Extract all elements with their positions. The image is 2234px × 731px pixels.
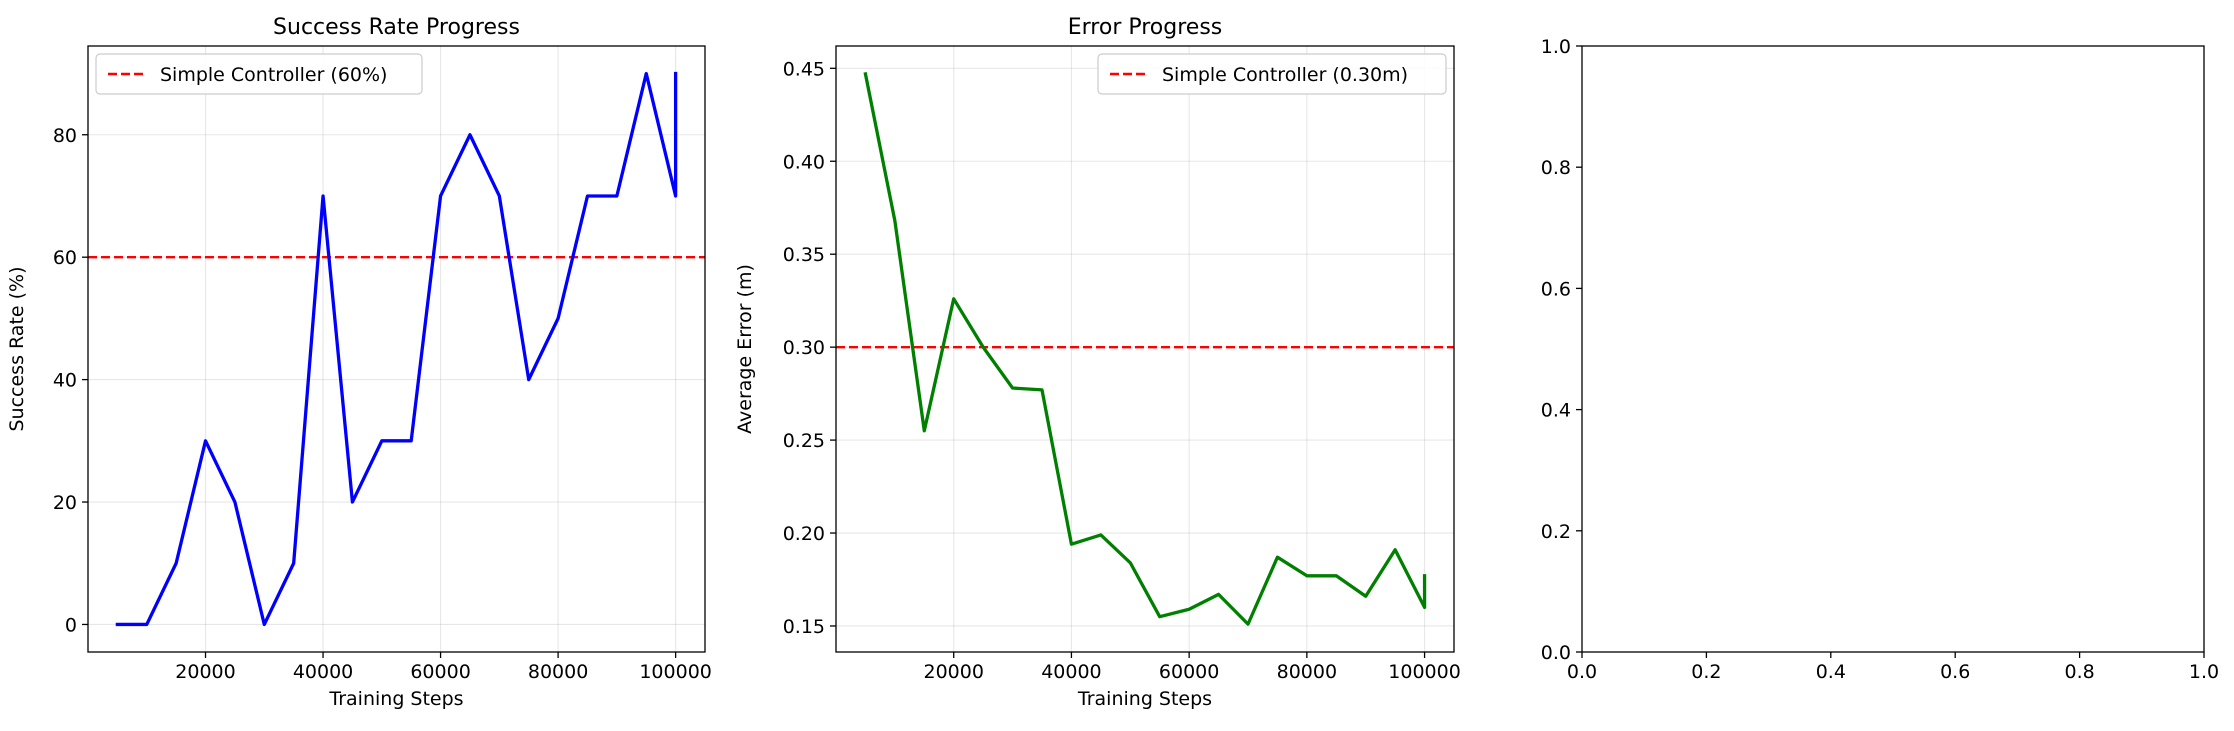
y-tick-label: 0.20: [783, 523, 825, 545]
legend-label: Simple Controller (0.30m): [1162, 64, 1408, 86]
x-tick-label: 60000: [1159, 661, 1219, 683]
x-axis-label: Training Steps: [328, 688, 463, 710]
y-tick-label: 40: [53, 370, 77, 392]
x-tick-label: 1.0: [2189, 661, 2219, 683]
y-tick-label: 60: [53, 247, 77, 269]
legend: Simple Controller (60%): [95, 53, 423, 95]
series-line: [863, 71, 1427, 626]
y-tick-label: 0.6: [1541, 278, 1571, 300]
chart-panel-3: 0.0 0.2 0.4 0.6 0.8 1.0 0.0 0.2 0.4 0.6 0.8 1.0: [1541, 36, 2219, 683]
series-line: [115, 71, 678, 627]
y-axis-label: Success Rate (%): [6, 266, 28, 431]
y-tick-label: 0.4: [1541, 400, 1571, 422]
chart-panel-2: 20000 40000 60000 80000 100000 0.15 0.20 0.25 0.…: [734, 15, 1461, 710]
y-tick-label: 0.8: [1541, 157, 1571, 179]
x-tick-label: 40000: [1041, 661, 1101, 683]
chart-title: Success Rate Progress: [273, 15, 520, 40]
legend-box: [95, 53, 423, 95]
x-tick-label: 80000: [528, 661, 588, 683]
legend-box: [1097, 53, 1447, 95]
y-axis-label: Average Error (m): [734, 264, 756, 434]
x-tick-label: 0.0: [1567, 661, 1597, 683]
x-axis-label: Training Steps: [1077, 688, 1212, 710]
chart-panel-1: 20000 40000 60000 80000 100000 0 20 40 60 80 Succe…: [6, 15, 712, 710]
x-tick-label: 0.6: [1940, 661, 1970, 683]
axes-frame: [87, 45, 706, 653]
x-tick-label: 60000: [410, 661, 470, 683]
x-tick-label: 20000: [175, 661, 235, 683]
x-tick-label: 20000: [923, 661, 983, 683]
y-tick-label: 80: [53, 125, 77, 147]
legend: Simple Controller (0.30m): [1097, 53, 1447, 95]
y-tick-label: 0.0: [1541, 642, 1571, 664]
y-tick-label: 0.15: [783, 616, 825, 638]
y-tick-label: 0.35: [783, 244, 825, 266]
x-tick-label: 100000: [1388, 661, 1461, 683]
y-tick-label: 0.2: [1541, 521, 1571, 543]
y-tick-label: 0.45: [783, 58, 825, 80]
axes-frame: [1581, 45, 2205, 653]
x-tick-label: 0.4: [1816, 661, 1846, 683]
y-tick-label: 20: [53, 492, 77, 514]
legend-label: Simple Controller (60%): [160, 64, 387, 86]
x-tick-label: 40000: [293, 661, 353, 683]
x-tick-label: 80000: [1277, 661, 1337, 683]
chart-title: Error Progress: [1068, 15, 1223, 40]
x-tick-label: 100000: [639, 661, 712, 683]
y-tick-label: 1.0: [1541, 36, 1571, 58]
x-tick-label: 0.2: [1691, 661, 1721, 683]
y-tick-label: 0: [65, 614, 77, 636]
axes-frame: [835, 45, 1455, 653]
x-tick-label: 0.8: [2064, 661, 2094, 683]
y-tick-label: 0.25: [783, 430, 825, 452]
y-tick-label: 0.40: [783, 151, 825, 173]
y-tick-label: 0.30: [783, 337, 825, 359]
